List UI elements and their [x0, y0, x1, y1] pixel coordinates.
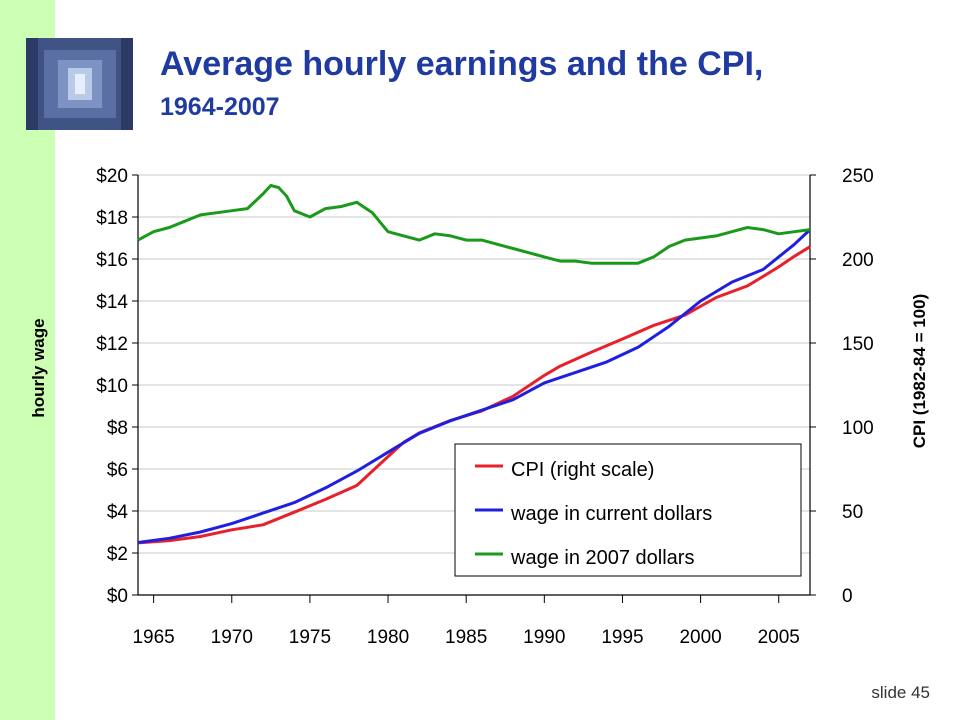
corridor-thumbnail-image — [26, 38, 133, 130]
series-line-2 — [137, 228, 812, 544]
x-tick-label: 1985 — [445, 627, 487, 648]
x-tick-label: 2005 — [758, 627, 800, 648]
right-tick-label: 50 — [842, 502, 863, 523]
left-tick-label: $8 — [107, 418, 128, 439]
left-tick-label: $14 — [96, 292, 128, 313]
right-tick-label: 250 — [842, 166, 874, 187]
legend-label: wage in 2007 dollars — [510, 547, 694, 569]
left-tick-label: $20 — [96, 166, 128, 187]
left-tick-label: $0 — [107, 586, 128, 607]
right-tick-label: 150 — [842, 334, 874, 355]
left-tick-label: $6 — [107, 460, 128, 481]
right-tick-label: 200 — [842, 250, 874, 271]
left-tick-label: $4 — [107, 502, 129, 523]
legend-label: CPI (right scale) — [511, 459, 654, 481]
slide-title: Average hourly earnings and the CPI, 196… — [160, 44, 763, 127]
title-main: Average hourly earnings and the CPI, — [160, 45, 764, 83]
x-tick-label: 1995 — [601, 627, 643, 648]
left-tick-label: $2 — [107, 544, 128, 565]
x-tick-label: 1975 — [289, 627, 331, 648]
left-tick-label: $10 — [96, 376, 128, 397]
legend-label: wage in current dollars — [510, 503, 712, 525]
x-tick-label: 2000 — [679, 627, 721, 648]
legend: CPI (right scale) wage in current dollars… — [454, 443, 802, 577]
title-years: 1964-2007 — [160, 93, 280, 121]
left-tick-label: $12 — [96, 334, 128, 355]
legend-box — [454, 443, 802, 577]
x-tick-label: 1990 — [523, 627, 565, 648]
right-tick-label: 100 — [842, 418, 874, 439]
left-tick-label: $16 — [96, 250, 128, 271]
axes: $0 $2 $4 $6 $8 $10 $12 $14 $16 $18 $20 0 50 100 150 200… — [96, 166, 873, 648]
x-tick-label: 1965 — [132, 627, 174, 648]
left-axis-label: hourly wage — [29, 318, 48, 417]
right-tick-label: 0 — [842, 586, 853, 607]
x-tick-label: 1970 — [211, 627, 253, 648]
series-lines — [137, 184, 812, 545]
x-tick-label: 1980 — [367, 627, 409, 648]
right-axis-label: CPI (1982-84 = 100) — [910, 294, 929, 449]
series-line-3 — [137, 184, 811, 265]
left-tick-label: $18 — [96, 208, 128, 229]
slide-number: slide 45 — [871, 683, 930, 702]
